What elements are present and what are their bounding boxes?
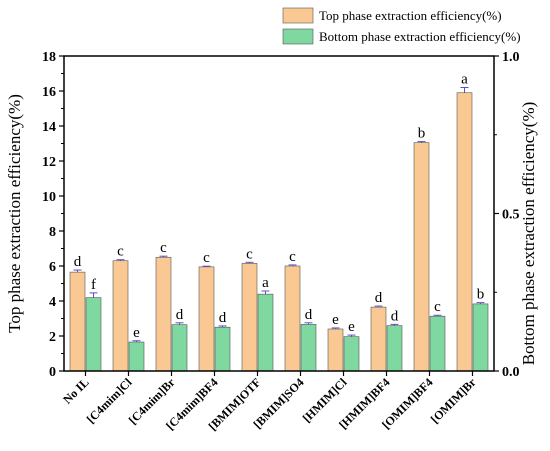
significance-letter: d — [74, 254, 82, 270]
top-phase-bar — [370, 306, 387, 372]
right-axis-title: Bottom phase extraction efficiency(%) — [519, 102, 538, 366]
left-tick-label: 12 — [42, 155, 56, 170]
right-tick-label: 0.5 — [502, 208, 520, 223]
significance-letter: f — [91, 277, 96, 293]
left-tick-label: 14 — [42, 120, 56, 135]
bottom-phase-bar — [214, 326, 231, 372]
bottom-phase-bar — [85, 297, 102, 372]
significance-letter: c — [246, 246, 253, 262]
left-axis-ticks: 0 2 4 6 8 10 12 14 16 18 — [42, 50, 64, 380]
x-category-label: No IL — [60, 375, 91, 406]
significance-letter: d — [375, 290, 383, 306]
significance-letter: d — [305, 307, 313, 323]
legend: Top phase extraction efficiency(%) Bottom… — [282, 7, 521, 45]
legend-swatch — [282, 28, 314, 45]
bottom-phase-bar — [472, 303, 489, 372]
bottom-phase-bar — [257, 293, 274, 372]
legend-label: Top phase extraction efficiency(%) — [319, 8, 502, 23]
significance-letter: d — [176, 307, 184, 323]
significance-letter: c — [434, 299, 441, 315]
top-phase-bar — [69, 271, 86, 372]
significance-letter: e — [332, 312, 339, 328]
significance-letter: d — [219, 310, 227, 326]
legend-label: Bottom phase extraction efficiency(%) — [319, 29, 521, 44]
significance-letter: b — [418, 126, 426, 142]
plot-frame — [63, 55, 495, 372]
significance-letter: a — [262, 275, 269, 291]
left-axis-title: Top phase extraction efficiency(%) — [5, 94, 24, 333]
left-tick-label: 10 — [42, 190, 56, 205]
top-phase-bar — [413, 142, 430, 372]
left-tick-label: 6 — [49, 260, 56, 275]
left-tick-label: 8 — [49, 225, 56, 240]
significance-letter: a — [461, 72, 468, 88]
top-phase-bar — [241, 263, 258, 372]
right-tick-label: 0.0 — [502, 365, 520, 380]
top-phase-bar — [456, 92, 473, 372]
left-tick-label: 0 — [49, 365, 56, 380]
top-phase-bar — [284, 265, 301, 372]
top-phase-bar — [155, 256, 172, 372]
left-tick-label: 18 — [42, 50, 56, 65]
significance-letter: c — [203, 250, 210, 266]
bottom-phase-bar — [343, 336, 360, 372]
significance-letter: e — [348, 319, 355, 335]
top-phase-bar — [198, 266, 215, 372]
x-axis-ticks: No IL[C4mim]Cl[C4mim]Br[C4mim]BF4[BMIM]O… — [60, 371, 479, 433]
left-tick-label: 16 — [42, 85, 56, 100]
bottom-phase-bar — [429, 315, 446, 372]
top-phase-bar — [112, 260, 129, 372]
significance-letter: d — [391, 308, 399, 324]
significance-letter: e — [133, 325, 140, 341]
bottom-phase-bar — [171, 324, 188, 372]
right-axis-ticks: 0.0 0.5 1.0 — [494, 50, 520, 380]
significance-letter: c — [160, 240, 167, 256]
x-category-label: [OMIM]Br — [428, 375, 479, 426]
significance-letter: b — [477, 287, 485, 303]
left-tick-label: 4 — [49, 295, 56, 310]
bottom-phase-bar — [386, 325, 403, 372]
bottom-phase-bar — [300, 324, 317, 372]
top-phase-bar — [327, 328, 344, 372]
bottom-phase-bar — [128, 341, 145, 372]
left-tick-label: 2 — [49, 330, 56, 345]
right-tick-label: 1.0 — [502, 50, 520, 65]
significance-letter: c — [289, 249, 296, 265]
legend-swatch — [282, 7, 314, 24]
significance-letter: c — [117, 244, 124, 260]
